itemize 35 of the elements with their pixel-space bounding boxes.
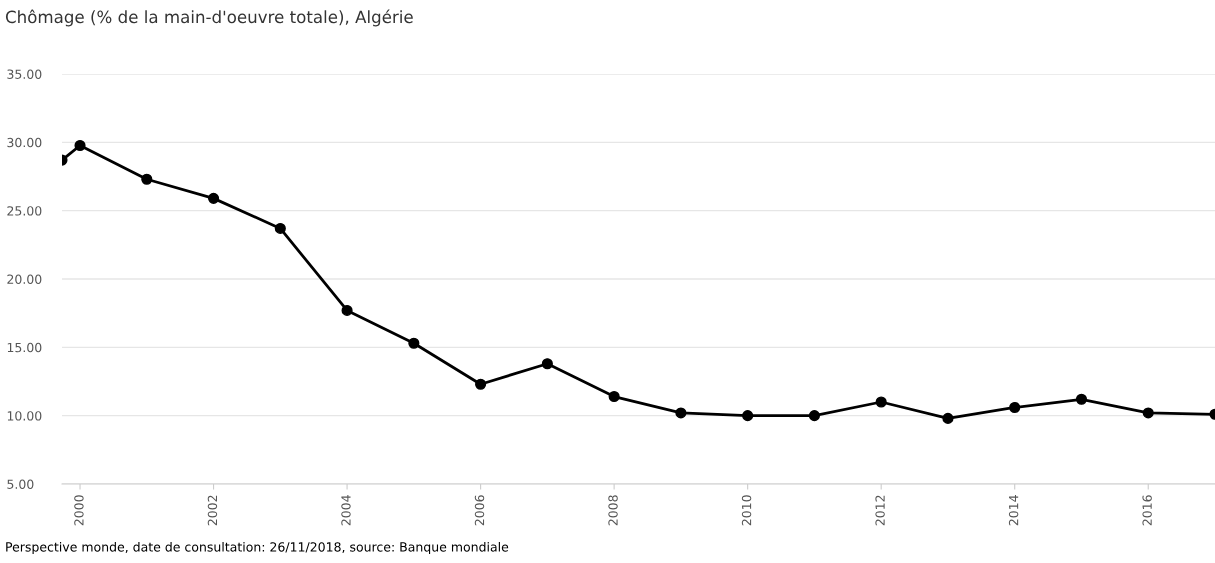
y-tick-label: 15.00 (7, 342, 42, 353)
point (675, 407, 687, 419)
y-tick-label: 5.00 (7, 479, 34, 489)
x-tick-label: 2016 (1142, 495, 1152, 526)
point (1142, 407, 1154, 419)
point (341, 304, 353, 316)
point (942, 412, 954, 424)
x-tick-label: 2000 (74, 495, 84, 526)
point (207, 192, 220, 204)
point (742, 410, 754, 422)
point (141, 173, 153, 185)
y-tick-label: 30.00 (7, 137, 42, 148)
point (608, 390, 620, 403)
y-tick-label: 35.00 (7, 69, 42, 79)
y-tick-label: 25.00 (7, 206, 42, 216)
y-tick-label: 10.00 (7, 411, 42, 421)
x-tick-label: 2014 (1008, 495, 1019, 526)
x-tick-label: 2006 (474, 495, 485, 526)
x-tick-label: 2008 (608, 495, 618, 526)
x-tick-label: 2002 (207, 495, 218, 526)
point (475, 378, 487, 390)
point (808, 410, 820, 422)
point (408, 337, 420, 349)
point (74, 139, 86, 152)
chart-title: Chômage (% de la main-d'oeuvre totale), Algérie (5, 9, 413, 27)
point (1009, 401, 1021, 414)
y-tick-label: 20.00 (7, 274, 42, 284)
x-tick-label: 2004 (341, 495, 351, 526)
point (1075, 393, 1088, 405)
point (875, 396, 887, 408)
point (274, 222, 286, 234)
x-tick-label: 2012 (875, 495, 885, 526)
point (541, 358, 553, 370)
text: Perspective monde, date de consultation: 26/11/2018, source: Banque mondiale (6, 541, 509, 555)
x-tick-label: 2010 (741, 495, 752, 526)
